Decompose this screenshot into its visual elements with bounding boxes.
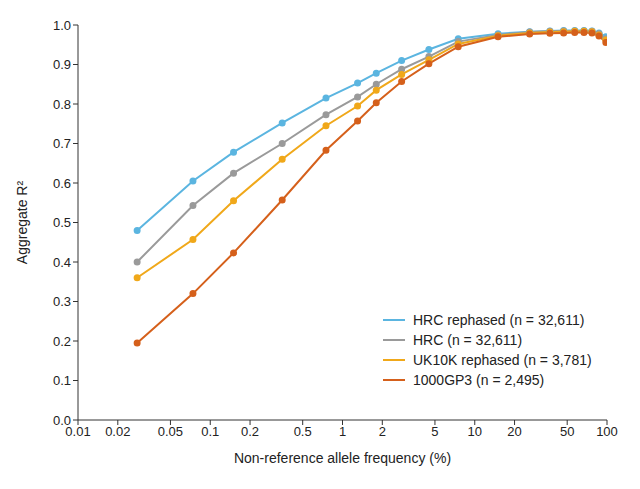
svg-text:0.0: 0.0 — [53, 413, 71, 428]
svg-text:Non-reference allele frequency: Non-reference allele frequency (%) — [234, 450, 451, 466]
svg-text:0.1: 0.1 — [53, 373, 71, 388]
svg-text:0.05: 0.05 — [158, 424, 183, 439]
svg-text:0.2: 0.2 — [241, 424, 259, 439]
html-text:1000GP3 (n = 2,495): 1000GP3 (n = 2,495) — [413, 372, 545, 388]
svg-text:0.5: 0.5 — [294, 424, 312, 439]
svg-text:10: 10 — [468, 424, 482, 439]
svg-text:0.7: 0.7 — [53, 136, 71, 151]
svg-text:0.3: 0.3 — [53, 294, 71, 309]
svg-text:0.5: 0.5 — [53, 215, 71, 230]
svg-text:1: 1 — [339, 424, 346, 439]
svg-text:0.4: 0.4 — [53, 255, 71, 270]
svg-text:0.02: 0.02 — [105, 424, 130, 439]
svg-text:0.01: 0.01 — [65, 424, 91, 440]
svg-text:5: 5 — [431, 424, 438, 439]
svg-text:0.1: 0.1 — [201, 424, 219, 439]
svg-text:2: 2 — [379, 424, 386, 439]
html-text:HRC rephased (n = 32,611): HRC rephased (n = 32,611) — [413, 312, 585, 328]
svg-text:Aggregate R²: Aggregate R² — [14, 181, 30, 265]
svg-text:50: 50 — [560, 424, 574, 439]
svg-text:0.2: 0.2 — [53, 334, 71, 349]
svg-text:100: 100 — [596, 424, 618, 439]
svg-text:20: 20 — [507, 424, 521, 439]
svg-text:0.9: 0.9 — [53, 57, 71, 72]
html-text:HRC (n = 32,611): HRC (n = 32,611) — [413, 332, 523, 348]
html-text:UK10K rephased (n = 3,781): UK10K rephased (n = 3,781) — [413, 352, 592, 368]
svg-text:1.0: 1.0 — [53, 18, 71, 33]
svg-text:0.8: 0.8 — [53, 97, 71, 112]
svg-text:0.6: 0.6 — [53, 176, 71, 191]
